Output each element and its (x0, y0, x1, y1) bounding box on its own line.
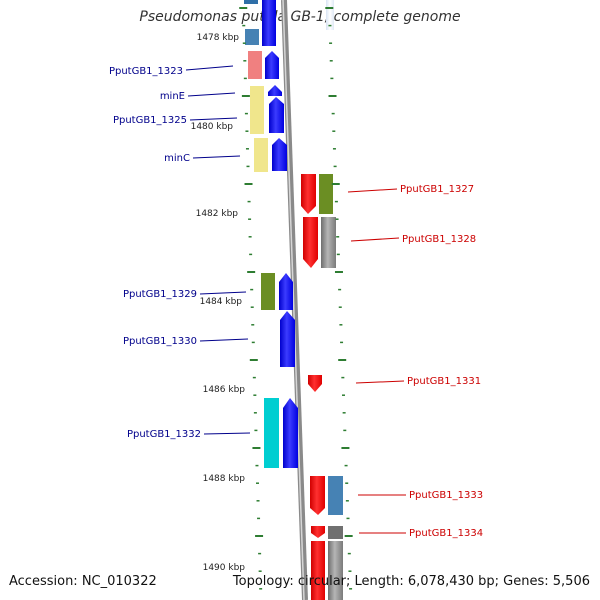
kbp-label-1478: 1478 kbp (197, 33, 240, 43)
kbp-label-1490: 1490 kbp (203, 563, 246, 573)
label-leader-line (187, 92, 236, 97)
gene-arrow-pputgb1-1328[interactable] (303, 217, 318, 268)
label-leader-line (199, 338, 249, 342)
gene-label-pputgb1-1334[interactable]: PputGB1_1334 (409, 528, 483, 539)
func-box-next-grey (328, 541, 343, 600)
gene-label-pputgb1-1327[interactable]: PputGB1_1327 (400, 184, 474, 195)
kbp-label-1482: 1482 kbp (196, 209, 239, 219)
gene-label-lines (185, 65, 406, 534)
func-box-pputgb1-1323 (248, 51, 262, 79)
gene-arrow-pputgb1-1330[interactable] (280, 311, 295, 367)
func-box-pputgb1-1332 (264, 398, 279, 468)
gene-label-pputgb1-1333[interactable]: PputGB1_1333 (409, 490, 483, 501)
accession-text: Accession: NC_010322 (9, 574, 157, 589)
feature-top-left-a (244, 0, 258, 4)
scale-ticks-left (239, 7, 264, 590)
gene-arrow-next-red (311, 541, 325, 600)
kbp-label-1488: 1488 kbp (203, 474, 246, 484)
gene-arrow-pputgb1-1334[interactable] (311, 526, 325, 538)
genome-backbone (281, 0, 308, 600)
kbp-label-1484: 1484 kbp (200, 297, 243, 307)
func-box-mine (250, 86, 264, 134)
gene-label-mine[interactable]: minE (160, 91, 185, 102)
feature-top-left-c (262, 0, 276, 46)
label-leader-line (185, 65, 234, 71)
gene-arrow-pputgb1-1329[interactable] (279, 273, 293, 310)
gene-label-pputgb1-1332[interactable]: PputGB1_1332 (127, 429, 201, 440)
map-title: Pseudomonas putida GB-1, complete genome (139, 9, 461, 25)
genome-backbone-highlight (282, 0, 305, 600)
func-box-minc (254, 138, 268, 172)
func-box-pputgb1-1328 (321, 217, 336, 268)
func-box-pputgb1-1334 (328, 526, 343, 539)
label-leader-line (347, 188, 398, 193)
kbp-label-1480: 1480 kbp (191, 122, 234, 132)
func-box-pputgb1-1333 (328, 476, 343, 515)
label-leader-line (350, 237, 400, 242)
gene-label-pputgb1-1328[interactable]: PputGB1_1328 (402, 234, 476, 245)
genome-summary-text: Topology: circular; Length: 6,078,430 bp… (232, 574, 590, 589)
gene-label-pputgb1-1325[interactable]: PputGB1_1325 (113, 115, 187, 126)
gene-label-pputgb1-1323[interactable]: PputGB1_1323 (109, 66, 183, 77)
gene-label-pputgb1-1330[interactable]: PputGB1_1330 (123, 336, 197, 347)
gene-label-minc[interactable]: minC (164, 153, 190, 164)
gene-arrow-minc[interactable] (272, 138, 287, 171)
gene-arrow-pputgb1-1333[interactable] (310, 476, 325, 515)
label-leader-line (189, 117, 238, 121)
gene-label-pputgb1-1331[interactable]: PputGB1_1331 (407, 376, 481, 387)
gene-label-pputgb1-1329[interactable]: PputGB1_1329 (123, 289, 197, 300)
func-box-pputgb1-1329 (261, 273, 275, 310)
gene-arrow-pputgb1-1327[interactable] (301, 174, 316, 214)
func-box-pputgb1-1327 (319, 174, 333, 214)
label-leader-line (203, 432, 251, 435)
gene-arrow-pputgb1-1331[interactable] (308, 375, 322, 392)
feature-top-right (326, 0, 334, 30)
gene-arrow-pputgb1-1332[interactable] (283, 398, 298, 468)
scale-ticks-right (325, 7, 353, 590)
label-leader-line (192, 155, 241, 159)
gene-arrow-pputgb1-1325[interactable] (269, 97, 284, 133)
feature-top-left-b (245, 29, 259, 45)
label-leader-line (355, 380, 405, 384)
label-leader-line (199, 291, 247, 295)
gene-arrow-pputgb1-1323[interactable] (265, 51, 279, 79)
kbp-label-1486: 1486 kbp (203, 385, 246, 395)
gene-arrow-mine[interactable] (268, 85, 282, 96)
